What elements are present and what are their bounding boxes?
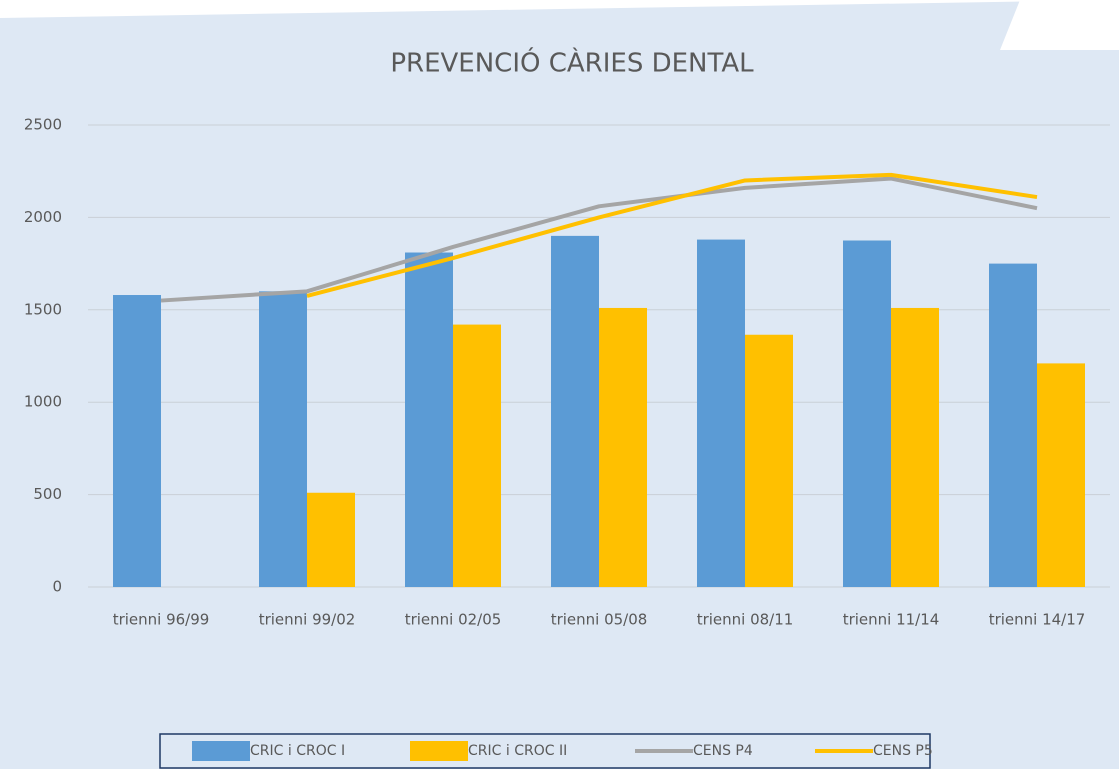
bar — [113, 295, 161, 587]
y-tick-label: 1000 — [24, 393, 62, 411]
bar — [307, 492, 355, 587]
bar — [891, 307, 939, 587]
bar — [551, 235, 599, 587]
chart-title: PREVENCIÓ CÀRIES DENTAL — [390, 47, 754, 79]
bar — [697, 239, 745, 588]
legend-label: CRIC i CROC I — [250, 743, 345, 759]
bar — [453, 324, 501, 587]
line — [160, 176, 1038, 303]
bar — [599, 307, 647, 587]
y-tick-label: 500 — [33, 485, 62, 503]
legend-swatch — [410, 741, 468, 761]
y-tick-label: 1500 — [24, 300, 62, 318]
x-tick-label: trienni 08/11 — [697, 611, 794, 629]
corner-shape — [1000, 0, 1119, 50]
bar — [405, 252, 453, 587]
bar — [745, 334, 793, 587]
legend-box — [159, 733, 931, 769]
bar — [259, 291, 307, 587]
x-tick-label: trienni 96/99 — [113, 611, 210, 629]
x-tick-label: trienni 11/14 — [843, 611, 940, 629]
legend-label: CENS P4 — [693, 743, 753, 759]
page-edge — [0, 0, 1119, 18]
legend-swatch — [192, 741, 250, 761]
x-tick-label: trienni 05/08 — [551, 611, 648, 629]
x-tick-label: trienni 02/05 — [405, 611, 502, 629]
legend-label: CENS P5 — [873, 743, 933, 759]
line — [306, 172, 1038, 298]
bar — [989, 263, 1037, 587]
y-tick-label: 0 — [52, 578, 62, 596]
bar — [1037, 363, 1085, 587]
bar — [843, 240, 891, 587]
x-tick-label: trienni 99/02 — [259, 611, 356, 629]
y-tick-label: 2000 — [24, 208, 62, 226]
legend-label: CRIC i CROC II — [468, 743, 567, 759]
y-tick-label: 2500 — [24, 116, 62, 134]
x-tick-label: trienni 14/17 — [989, 611, 1086, 629]
